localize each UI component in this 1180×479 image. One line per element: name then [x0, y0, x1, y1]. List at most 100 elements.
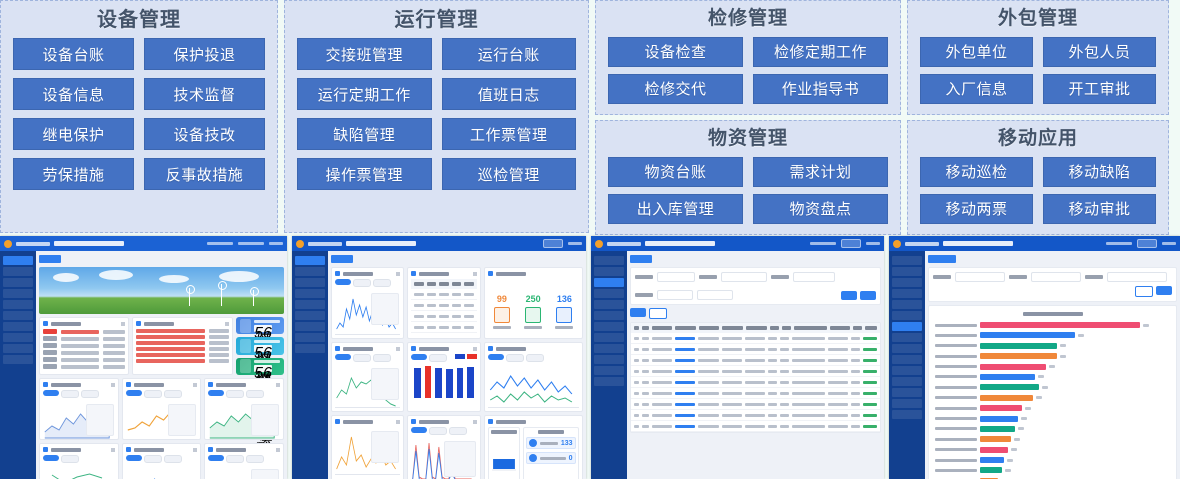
button-equipment-ledger[interactable]: 设备台账 [13, 38, 134, 70]
screenshot-ledger-table[interactable] [590, 236, 885, 479]
more-icon[interactable] [193, 382, 198, 387]
pill-active[interactable] [125, 390, 142, 396]
sidebar-item-overview[interactable] [593, 256, 624, 265]
button-mobile-approval[interactable]: 移动审批 [1043, 193, 1156, 224]
sidebar-nav[interactable] [0, 251, 36, 479]
filter-pills[interactable] [208, 455, 280, 463]
filter-date-start[interactable] [656, 290, 693, 300]
sidebar-item-operation[interactable] [294, 267, 325, 276]
button-mobile-defect[interactable]: 移动缺陷 [1043, 156, 1156, 187]
sidebar-item-system[interactable] [593, 377, 624, 386]
pill-option[interactable] [246, 455, 265, 463]
button-start-work-approval[interactable]: 开工审批 [1043, 73, 1156, 104]
sidebar-item-monitor[interactable] [892, 333, 923, 342]
filter-input-name[interactable] [720, 272, 767, 282]
sidebar-item-equipment[interactable] [892, 377, 923, 386]
pill-option[interactable] [449, 427, 468, 435]
sidebar-item-log[interactable] [892, 300, 923, 309]
pill-active[interactable] [208, 455, 225, 461]
sidebar-item-equipment[interactable] [294, 278, 325, 287]
sidebar-item-defects[interactable] [892, 289, 923, 298]
topbar-button[interactable] [1136, 239, 1157, 248]
sidebar-item-system[interactable] [294, 344, 325, 353]
sidebar-item-plan[interactable] [593, 267, 624, 276]
pill-option[interactable] [352, 354, 371, 362]
sidebar-item-safety[interactable] [593, 366, 624, 375]
sidebar-item-reports[interactable] [3, 333, 33, 342]
list-item[interactable] [135, 353, 230, 357]
sidebar-item-operation[interactable] [3, 267, 33, 276]
filter-pills[interactable] [411, 427, 477, 435]
button-relay-protection[interactable]: 继电保护 [13, 118, 134, 150]
pill-option[interactable] [505, 354, 524, 362]
sidebar-item-handover[interactable] [892, 311, 923, 320]
more-icon[interactable] [110, 447, 115, 452]
pill-active[interactable] [334, 354, 351, 360]
sidebar-item-maintenance[interactable] [892, 388, 923, 397]
filter-form[interactable] [629, 267, 882, 305]
button-equipment-retrofit[interactable]: 设备技改 [144, 118, 265, 150]
list-item[interactable] [43, 364, 125, 369]
filter-input-org[interactable] [955, 272, 1006, 282]
sidebar-item-records[interactable] [593, 289, 624, 298]
button-outsourcing-staff[interactable]: 外包人员 [1043, 36, 1156, 67]
reset-button[interactable] [1134, 286, 1153, 297]
filter-pills[interactable] [125, 455, 198, 463]
list-item[interactable] [135, 335, 230, 339]
pill-active[interactable] [43, 455, 59, 461]
filter-pills[interactable] [208, 390, 280, 398]
sidebar-item-maintenance[interactable] [3, 289, 33, 298]
more-icon[interactable] [110, 382, 115, 387]
button-entry-info[interactable]: 入厂信息 [920, 73, 1033, 104]
sidebar-item-system[interactable] [3, 344, 33, 353]
more-icon[interactable] [225, 321, 230, 326]
list-item[interactable] [135, 329, 230, 333]
button-outsourcing-unit[interactable]: 外包单位 [920, 36, 1033, 67]
sidebar-item-safety[interactable] [294, 322, 325, 331]
pill-active[interactable] [125, 455, 142, 461]
pill-active[interactable] [43, 390, 59, 396]
sidebar-item-ledger[interactable] [593, 278, 624, 287]
query-button[interactable] [1155, 286, 1172, 295]
pill-option[interactable] [226, 390, 245, 398]
pill-option[interactable] [525, 354, 544, 362]
sidebar-item-home[interactable] [3, 256, 33, 265]
sidebar-item-dashboard[interactable] [294, 256, 325, 265]
table-row[interactable] [630, 421, 881, 432]
filter-daterange[interactable] [1107, 272, 1168, 282]
sidebar-item-equipment[interactable] [3, 278, 33, 287]
table-row[interactable] [411, 322, 477, 333]
topbar-button[interactable] [841, 239, 862, 248]
search-button[interactable] [841, 290, 858, 300]
sidebar-item-operation-ticket[interactable] [892, 278, 923, 287]
list-item[interactable] [43, 329, 125, 334]
sidebar-item-reports[interactable] [294, 333, 325, 342]
more-icon[interactable] [396, 419, 401, 424]
pill-option[interactable] [352, 279, 371, 287]
pill-option[interactable] [61, 455, 79, 463]
sidebar-item-outsourcing[interactable] [593, 355, 624, 364]
table-row[interactable] [630, 388, 881, 399]
button-duty-log[interactable]: 值班日志 [441, 78, 576, 110]
screenshot-home-dashboard[interactable]: 待办任务56 待处理缺陷56 待审批流程56 [0, 236, 287, 479]
filter-pills[interactable] [334, 279, 401, 287]
list-item[interactable] [43, 336, 125, 341]
more-icon[interactable] [275, 447, 280, 452]
advanced-search-button[interactable] [860, 290, 877, 300]
table-row[interactable] [630, 333, 881, 344]
button-maintenance-periodic[interactable]: 检修定期工作 [753, 36, 888, 67]
pill-option[interactable] [163, 390, 182, 398]
screenshot-statistics-bar[interactable] [889, 236, 1180, 479]
pill-option[interactable] [226, 455, 245, 463]
table-row[interactable] [630, 366, 881, 377]
filter-pills[interactable] [487, 354, 579, 362]
pill-option[interactable] [429, 427, 448, 435]
filter-select-status[interactable] [792, 272, 835, 282]
sidebar-item-defects[interactable] [593, 311, 624, 320]
pill-option[interactable] [246, 390, 265, 398]
tab-bar[interactable] [330, 254, 583, 264]
button-accident-prevention[interactable]: 反事故措施 [144, 158, 265, 190]
topbar-button[interactable] [542, 239, 563, 248]
button-material-inventory[interactable]: 物资盘点 [753, 193, 888, 224]
button-operation-ticket[interactable]: 操作票管理 [297, 158, 432, 190]
